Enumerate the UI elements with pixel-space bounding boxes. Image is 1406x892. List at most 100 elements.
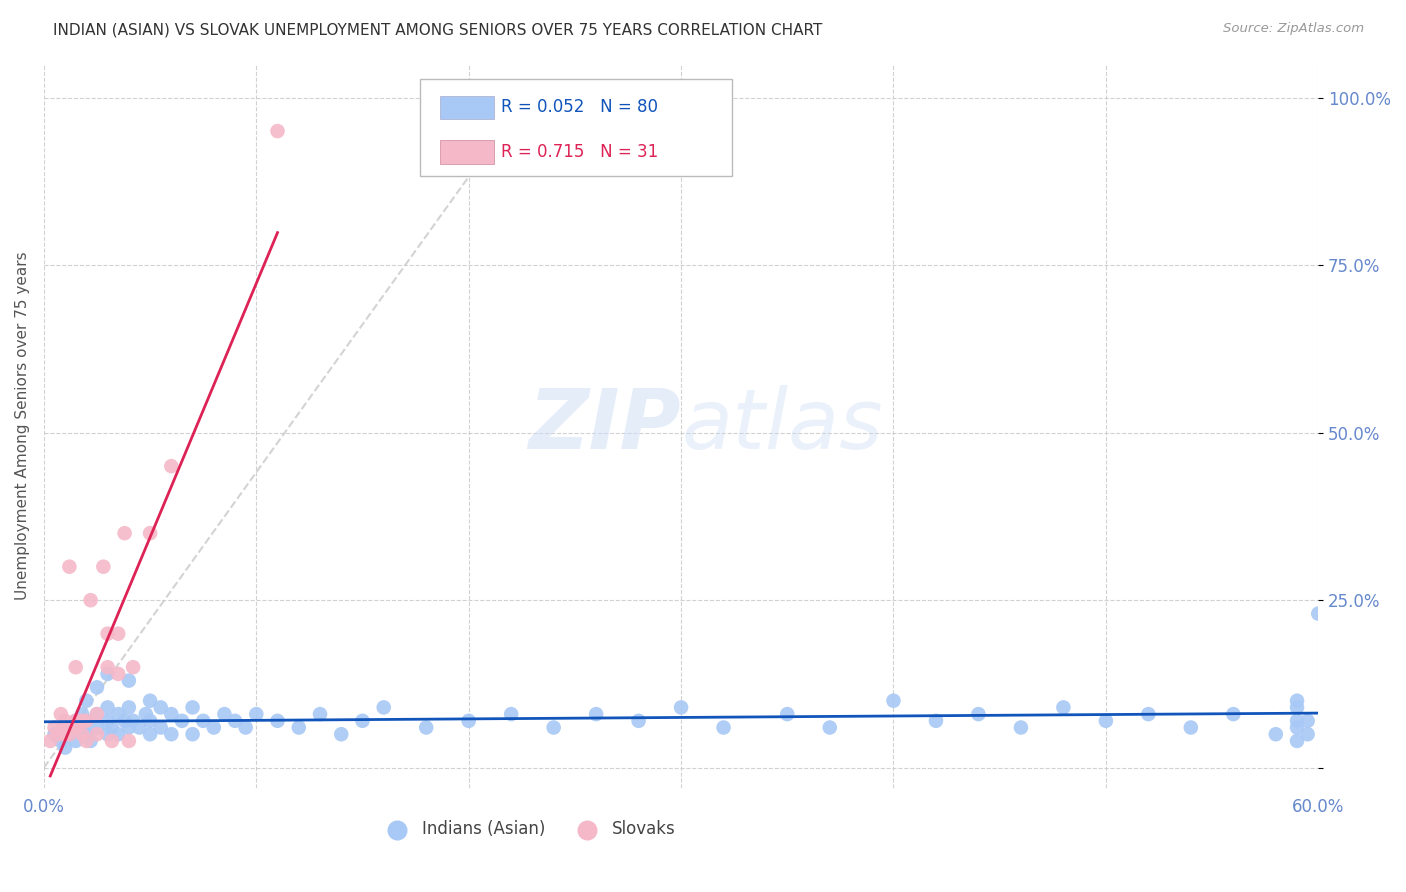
Point — [149, 721, 172, 735]
Point — [49, 734, 72, 748]
Point — [266, 124, 288, 138]
Point — [1137, 707, 1160, 722]
Point — [330, 727, 353, 741]
Point — [114, 714, 136, 728]
Point — [1286, 694, 1309, 708]
Point — [776, 707, 799, 722]
Y-axis label: Unemployment Among Seniors over 75 years: Unemployment Among Seniors over 75 years — [15, 252, 30, 600]
Point — [70, 714, 93, 728]
Point — [1286, 721, 1309, 735]
Point — [1286, 734, 1309, 748]
Point — [48, 727, 70, 741]
Text: ZIP: ZIP — [529, 385, 681, 467]
Point — [139, 526, 162, 541]
Point — [65, 660, 87, 674]
Point — [97, 626, 120, 640]
Point — [114, 526, 136, 541]
Point — [101, 721, 124, 735]
Point — [86, 681, 108, 695]
Point — [287, 721, 309, 735]
Point — [70, 707, 93, 722]
Point — [58, 727, 80, 741]
Point — [75, 714, 97, 728]
Point — [627, 714, 650, 728]
Point — [967, 707, 990, 722]
Point — [713, 721, 735, 735]
Point — [149, 700, 172, 714]
Point — [135, 707, 157, 722]
Text: Source: ZipAtlas.com: Source: ZipAtlas.com — [1223, 22, 1364, 36]
Point — [669, 700, 692, 714]
Point — [501, 707, 523, 722]
Point — [97, 667, 120, 681]
Point — [160, 727, 183, 741]
Point — [122, 660, 145, 674]
Point — [543, 721, 565, 735]
Point — [1286, 714, 1309, 728]
Point — [65, 714, 87, 728]
Point — [58, 559, 80, 574]
Point — [97, 700, 120, 714]
Point — [1222, 707, 1244, 722]
Point — [373, 700, 395, 714]
Point — [214, 707, 236, 722]
Point — [70, 727, 93, 741]
Point — [107, 707, 129, 722]
Point — [79, 593, 101, 607]
Point — [139, 694, 162, 708]
Point — [925, 714, 948, 728]
Point — [118, 721, 141, 735]
Point — [1010, 721, 1032, 735]
Point — [352, 714, 374, 728]
Point — [122, 714, 145, 728]
Point — [202, 721, 225, 735]
Point — [86, 707, 108, 722]
Point — [86, 727, 108, 741]
Point — [53, 721, 76, 735]
Point — [193, 714, 215, 728]
Point — [160, 459, 183, 474]
Point — [107, 667, 129, 681]
Point — [309, 707, 332, 722]
Point — [79, 734, 101, 748]
Point — [86, 721, 108, 735]
Point — [86, 707, 108, 722]
FancyBboxPatch shape — [420, 78, 733, 177]
Point — [266, 714, 288, 728]
Point — [170, 714, 193, 728]
Point — [97, 714, 120, 728]
Point — [235, 721, 257, 735]
Point — [160, 707, 183, 722]
Point — [65, 734, 87, 748]
Point — [44, 727, 66, 741]
Point — [1286, 700, 1309, 714]
Point — [818, 721, 841, 735]
Text: INDIAN (ASIAN) VS SLOVAK UNEMPLOYMENT AMONG SENIORS OVER 75 YEARS CORRELATION CH: INDIAN (ASIAN) VS SLOVAK UNEMPLOYMENT AM… — [53, 22, 823, 37]
Point — [39, 734, 62, 748]
Point — [585, 707, 607, 722]
Point — [107, 727, 129, 741]
Point — [75, 734, 97, 748]
Point — [118, 673, 141, 688]
Point — [75, 727, 97, 741]
Point — [139, 714, 162, 728]
Point — [457, 714, 479, 728]
Point — [1095, 714, 1118, 728]
Legend: Indians (Asian), Slovaks: Indians (Asian), Slovaks — [374, 814, 682, 845]
Text: R = 0.052   N = 80: R = 0.052 N = 80 — [502, 98, 658, 117]
Point — [44, 721, 66, 735]
Point — [118, 734, 141, 748]
Point — [97, 727, 120, 741]
Point — [1052, 700, 1074, 714]
Point — [53, 727, 76, 741]
Point — [1296, 727, 1319, 741]
Point — [65, 714, 87, 728]
Point — [181, 700, 204, 714]
Point — [93, 559, 115, 574]
Point — [139, 727, 162, 741]
Point — [65, 721, 87, 735]
FancyBboxPatch shape — [440, 96, 494, 119]
Point — [1264, 727, 1286, 741]
Point — [1180, 721, 1202, 735]
Point — [101, 734, 124, 748]
